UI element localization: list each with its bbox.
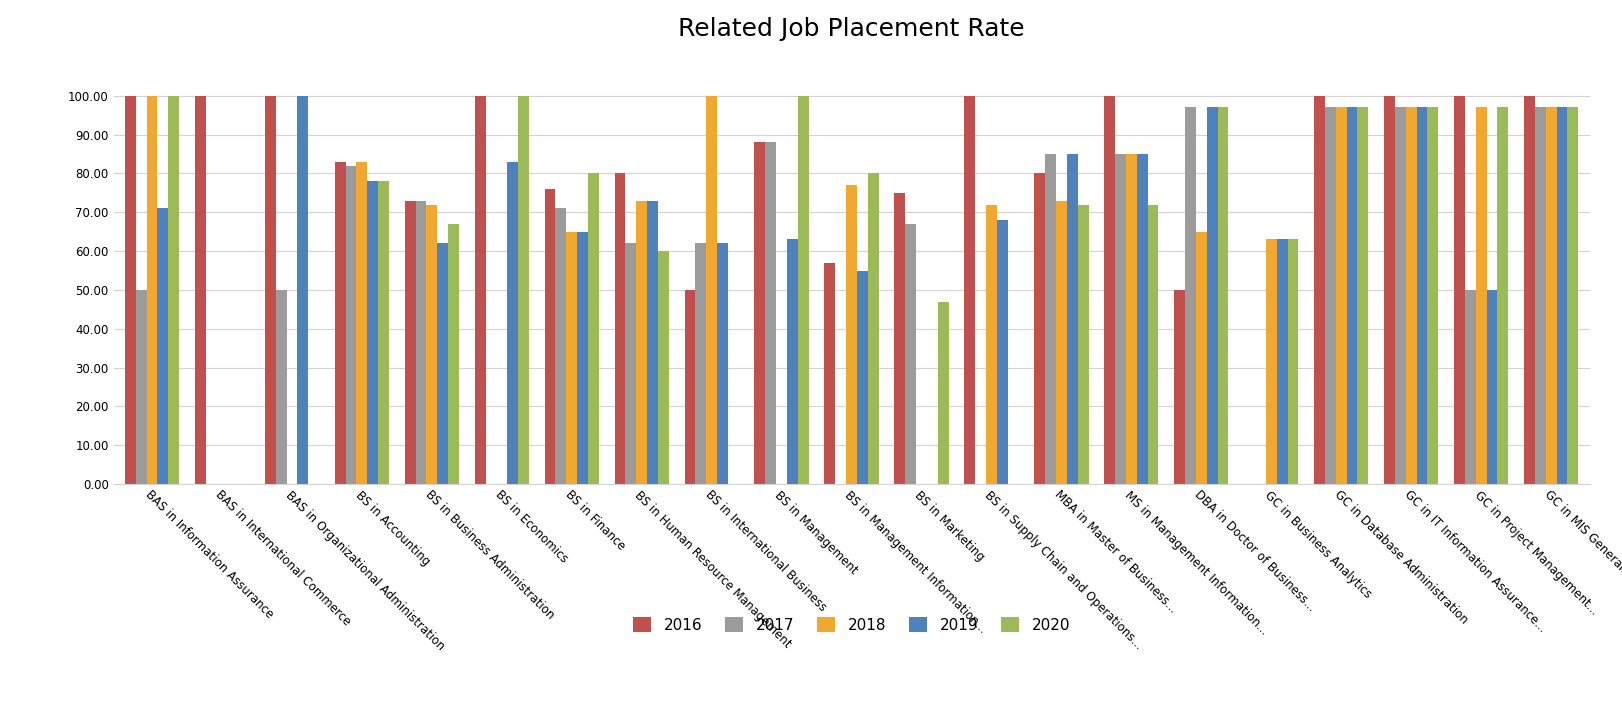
Bar [938,302,949,484]
Bar [195,96,206,484]
Bar [1148,204,1158,484]
Bar [1186,108,1195,484]
Bar [415,201,427,484]
Bar [475,96,485,484]
Bar [647,201,659,484]
Bar [1486,290,1497,484]
Title: Related Job Placement Rate: Related Job Placement Rate [678,17,1025,41]
Bar [659,251,668,484]
Bar [905,224,916,484]
Bar [1314,96,1325,484]
Bar [1406,108,1416,484]
Bar [136,290,146,484]
Bar [566,231,577,484]
Bar [589,174,599,484]
Bar [615,174,626,484]
Bar [1137,154,1148,484]
Bar [894,193,905,484]
Bar [1126,154,1137,484]
Bar [1207,108,1218,484]
Bar [334,162,345,484]
Bar [508,162,517,484]
Bar [998,220,1007,484]
Bar [1218,108,1228,484]
Bar [406,201,415,484]
Bar [1525,96,1534,484]
Bar [1567,108,1578,484]
Bar [448,224,459,484]
Bar [986,204,998,484]
Bar [1325,108,1337,484]
Bar [717,244,728,484]
Bar [555,209,566,484]
Bar [684,290,696,484]
Bar [378,182,389,484]
Bar [297,96,308,484]
Bar [1105,96,1114,484]
Bar [1346,108,1358,484]
Bar [1476,108,1486,484]
Bar [125,96,136,484]
Bar [798,96,809,484]
Bar [1337,108,1346,484]
Bar [1067,154,1077,484]
Bar [1035,174,1045,484]
Bar [276,290,287,484]
Bar [1534,108,1546,484]
Bar [427,204,438,484]
Bar [545,189,555,484]
Bar [824,263,835,484]
Bar [577,231,589,484]
Bar [636,201,647,484]
Bar [1465,290,1476,484]
Bar [1416,108,1427,484]
Bar [357,162,367,484]
Bar [1174,290,1186,484]
Bar [1427,108,1439,484]
Bar [1453,96,1465,484]
Bar [1277,239,1288,484]
Bar [438,244,448,484]
Bar [965,96,975,484]
Bar [367,182,378,484]
Bar [754,142,766,484]
Legend: 2016, 2017, 2018, 2019, 2020: 2016, 2017, 2018, 2019, 2020 [626,611,1077,639]
Bar [1546,108,1557,484]
Bar [856,271,868,484]
Bar [1557,108,1567,484]
Bar [264,96,276,484]
Bar [766,142,777,484]
Bar [345,166,357,484]
Bar [169,96,178,484]
Bar [847,185,856,484]
Bar [1045,154,1056,484]
Bar [157,209,169,484]
Bar [1384,96,1395,484]
Bar [517,96,529,484]
Bar [706,96,717,484]
Bar [1497,108,1508,484]
Bar [787,239,798,484]
Bar [1077,204,1088,484]
Bar [146,96,157,484]
Bar [1288,239,1298,484]
Bar [1195,231,1207,484]
Bar [1395,108,1406,484]
Bar [1114,154,1126,484]
Bar [868,174,879,484]
Bar [696,244,706,484]
Bar [1056,201,1067,484]
Bar [1265,239,1277,484]
Bar [626,244,636,484]
Bar [1358,108,1369,484]
